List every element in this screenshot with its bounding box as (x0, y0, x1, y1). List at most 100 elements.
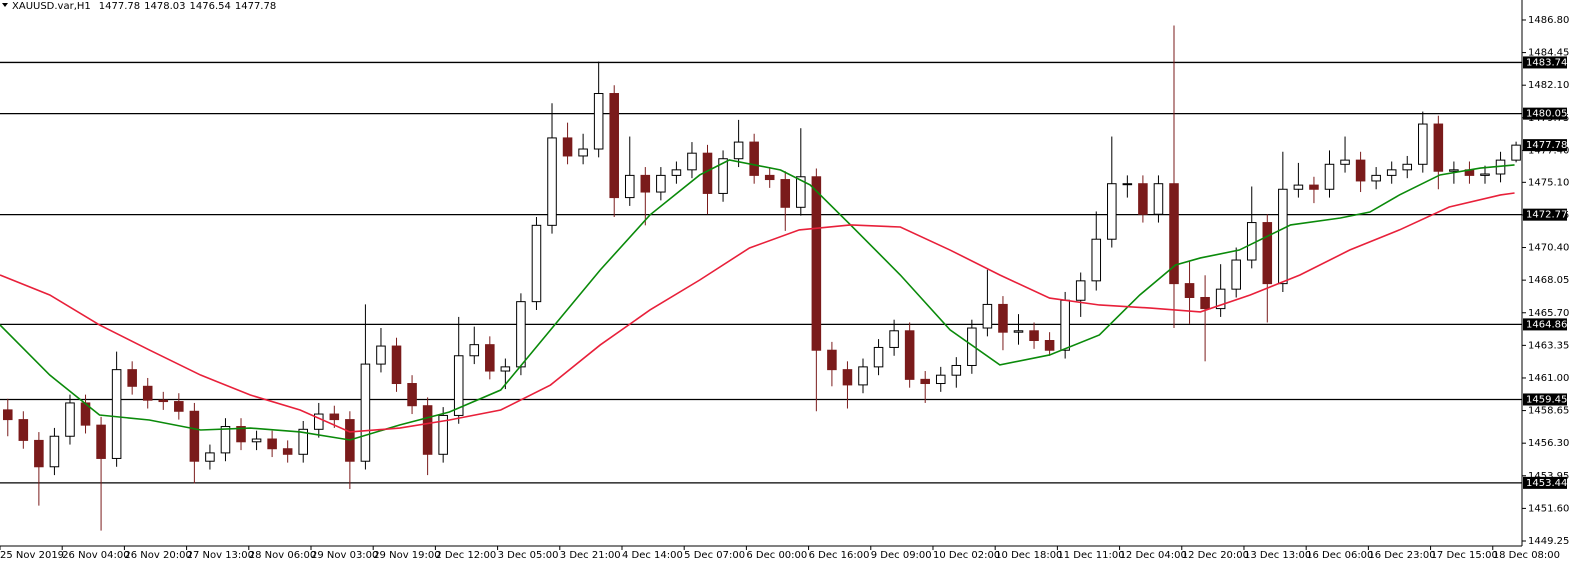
candle-body (1231, 259, 1241, 290)
candle-body (1324, 163, 1335, 190)
y-tick-label: 1461.00 (1528, 373, 1569, 384)
candle-body (1309, 184, 1319, 190)
last-price-label: 1477.78 (1526, 140, 1567, 151)
level-label: 1483.74 (1526, 57, 1567, 68)
candle-body (360, 363, 371, 462)
candle-body (1278, 188, 1288, 285)
x-tick-label: 12 Dec 20:00 (1182, 550, 1249, 561)
level-label: 1459.45 (1526, 394, 1567, 405)
candle-body (96, 424, 106, 459)
candle-body (174, 401, 184, 412)
y-tick-label: 1475.10 (1528, 177, 1569, 188)
candle-body (485, 344, 495, 372)
y-tick-label: 1484.45 (1528, 48, 1569, 59)
moving-average (0, 192, 1515, 433)
candle-body (1293, 184, 1304, 190)
level-box (1523, 208, 1567, 221)
candle-body (329, 413, 340, 421)
candle-body (1340, 159, 1350, 165)
candle-body (609, 93, 619, 199)
candle-body (935, 374, 946, 385)
candle-body (1044, 340, 1055, 351)
x-tick-label: 25 Nov 2019 (0, 550, 64, 561)
candle-body (827, 349, 837, 371)
candle-body (220, 426, 231, 454)
candle-body (251, 438, 262, 443)
candle-body (733, 141, 744, 160)
y-tick-label: 1463.35 (1528, 340, 1569, 351)
x-tick-label: 28 Nov 06:00 (249, 550, 316, 561)
x-tick-label: 29 Nov 03:00 (311, 550, 378, 561)
x-tick-label: 3 Dec 05:00 (498, 550, 559, 561)
header-value: 1477.78 (99, 1, 140, 12)
x-tick-label: 26 Nov 04:00 (62, 550, 129, 561)
candle-body (65, 402, 75, 437)
candle-body (858, 366, 868, 386)
candle-body (1449, 169, 1459, 172)
candle-body (49, 435, 60, 468)
level-label: 1480.05 (1526, 109, 1567, 120)
x-tick-label: 27 Nov 13:00 (187, 550, 254, 561)
level-label: 1472.77 (1526, 210, 1567, 221)
x-tick-label: 10 Dec 18:00 (995, 550, 1062, 561)
candle-body (889, 330, 899, 348)
candle-body (982, 303, 993, 329)
candle-body (547, 137, 557, 226)
candle-body (531, 224, 542, 303)
candle-body (18, 419, 29, 441)
candle-body (811, 176, 822, 351)
candle-body (687, 152, 697, 171)
x-tick-label: 11 Dec 11:00 (1057, 550, 1124, 561)
x-tick-label: 10 Dec 02:00 (933, 550, 1000, 561)
x-tick-label: 2 Dec 12:00 (435, 550, 496, 561)
candle-body (282, 448, 293, 455)
candle-body (267, 438, 277, 450)
level-box (1523, 56, 1567, 69)
candle-body (562, 137, 573, 157)
x-tick-label: 6 Dec 16:00 (809, 550, 870, 561)
candle-body (998, 303, 1008, 333)
y-tick-label: 1456.30 (1528, 438, 1569, 449)
y-tick-label: 1468.05 (1528, 275, 1569, 286)
candle-body (1371, 174, 1381, 182)
candle-body (842, 369, 853, 386)
candle-body (469, 344, 480, 357)
x-tick-label: 16 Dec 23:00 (1368, 550, 1435, 561)
candle-body (1169, 183, 1179, 285)
y-tick-label: 1449.25 (1528, 536, 1569, 547)
candle-body (376, 345, 386, 365)
candle-body (780, 179, 791, 208)
y-tick-label: 1465.70 (1528, 308, 1569, 319)
candle-body (2, 409, 13, 421)
x-tick-label: 29 Nov 19:00 (373, 550, 440, 561)
x-tick-label: 17 Dec 15:00 (1431, 550, 1498, 561)
candle-body (1184, 283, 1195, 298)
symbol-label: XAUUSD.var,H1 (12, 1, 91, 12)
candle-body (749, 141, 759, 176)
level-box (1523, 318, 1567, 331)
candle-body (764, 174, 775, 181)
candle-body (1386, 169, 1397, 176)
menu-arrow[interactable] (2, 3, 8, 7)
candle-body (578, 148, 588, 157)
header-value: 1476.54 (190, 1, 231, 12)
candle-body (500, 366, 511, 372)
last-price-box (1523, 139, 1567, 152)
candle-body (422, 405, 433, 455)
x-tick-label: 9 Dec 09:00 (871, 550, 932, 561)
x-tick-label: 6 Dec 00:00 (746, 550, 807, 561)
candle-body (951, 364, 962, 376)
candle-body (920, 378, 930, 385)
x-tick-label: 12 Dec 04:00 (1120, 550, 1187, 561)
candle-body (34, 439, 44, 468)
level-label: 1464.86 (1526, 319, 1567, 330)
header-value: 1477.78 (235, 1, 276, 12)
x-tick-label: 4 Dec 14:00 (622, 550, 683, 561)
candle-body (718, 158, 728, 194)
candle-body (1091, 238, 1102, 282)
candle-body (1511, 144, 1521, 161)
x-tick-label: 18 Dec 08:00 (1493, 550, 1560, 561)
candle-body (1029, 330, 1039, 342)
candle-body (1433, 123, 1444, 172)
candle-body (1138, 183, 1148, 215)
